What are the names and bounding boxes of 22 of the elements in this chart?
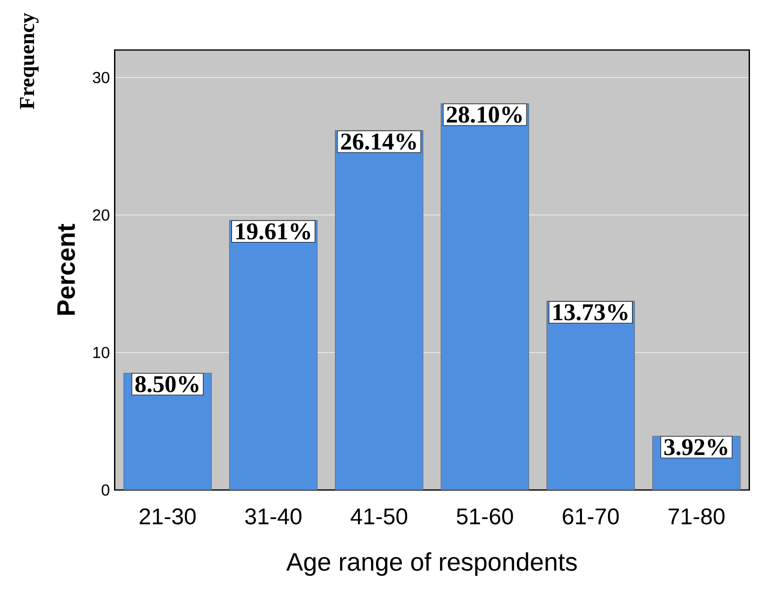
- x-tick-label: 31-40: [245, 508, 302, 524]
- data-label: 13.73%: [554, 304, 628, 320]
- y-tick-label: 30: [92, 72, 110, 84]
- bar: [440, 103, 530, 490]
- data-label: 8.50%: [135, 376, 198, 392]
- x-tick-label: 21-30: [140, 508, 196, 524]
- y-tick-label: 10: [93, 346, 110, 358]
- x-tick-label: 61-70: [562, 508, 619, 524]
- data-label: 26.14%: [341, 134, 416, 150]
- y-tick-label: 20: [92, 209, 110, 221]
- data-label: 19.61%: [236, 223, 310, 240]
- bar: [334, 130, 424, 490]
- x-tick-label: 41-50: [350, 508, 408, 524]
- text: Frequency: [20, 12, 39, 110]
- x-tick-label: 51-60: [456, 508, 513, 524]
- data-label: 3.92%: [664, 439, 728, 456]
- x-tick-label: 71-80: [668, 508, 725, 524]
- x-axis-title: Age range of respondents: [286, 552, 577, 576]
- y-tick-label: 0: [102, 484, 110, 496]
- bar: [229, 220, 318, 490]
- data-label: 28.10%: [446, 106, 522, 123]
- y-axis-title: Percent: [57, 224, 76, 315]
